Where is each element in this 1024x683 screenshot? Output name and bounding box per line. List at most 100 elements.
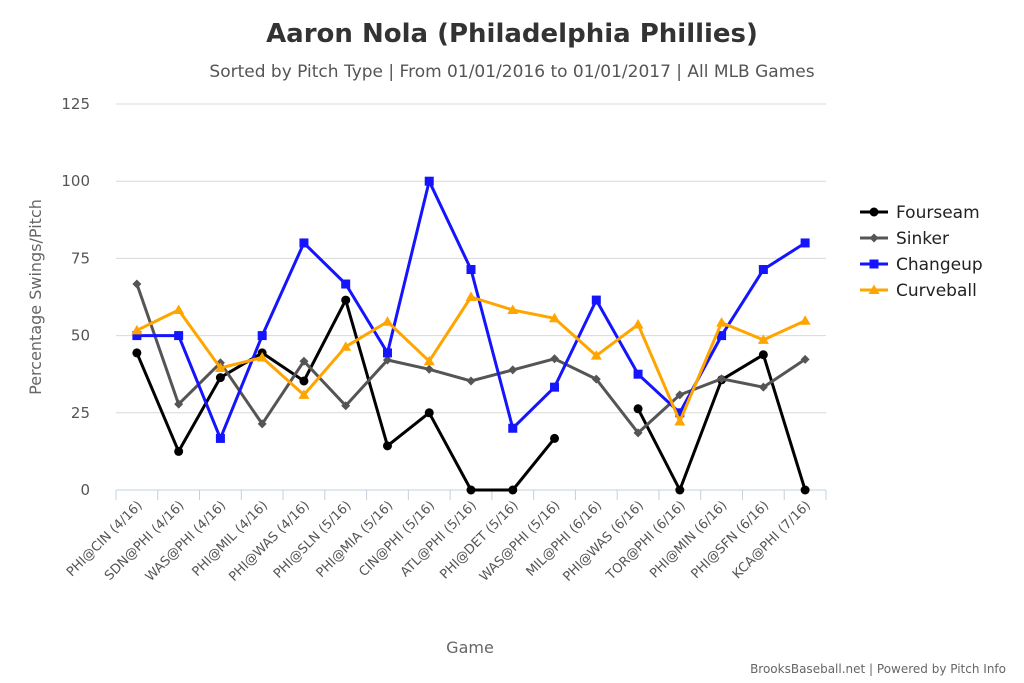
changeup-point[interactable] (382, 348, 392, 358)
series-fourseam (132, 295, 810, 495)
series-changeup (132, 176, 810, 443)
series-line-curveball (136, 295, 806, 423)
x-tick-label: PHI@SFN (6/16) (688, 498, 772, 582)
changeup-point[interactable] (633, 369, 643, 379)
curveball-point[interactable] (549, 312, 561, 323)
sinker-point[interactable] (132, 279, 142, 289)
curveball-point[interactable] (465, 291, 477, 302)
y-tick-label: 75 (71, 249, 90, 267)
legend-label-curveball: Curveball (896, 281, 977, 301)
legend-label-changeup: Changeup (896, 255, 983, 275)
legend-item-changeup[interactable]: Changeup (860, 255, 983, 275)
changeup-point[interactable] (717, 331, 727, 341)
legend-label-fourseam: Fourseam (896, 203, 980, 223)
series-line-changeup (136, 179, 806, 440)
sinker-point[interactable] (633, 428, 643, 438)
sinker-point[interactable] (675, 390, 685, 400)
curveball-point[interactable] (256, 352, 268, 362)
legend-item-fourseam[interactable]: Fourseam (860, 203, 980, 223)
curveball-point[interactable] (590, 350, 602, 360)
changeup-point[interactable] (800, 238, 810, 248)
changeup-point[interactable] (257, 331, 267, 341)
x-tick-label: PHI@MIL (4/16) (190, 498, 271, 579)
changeup-point[interactable] (299, 238, 309, 248)
curveball-point[interactable] (507, 304, 519, 314)
changeup-point[interactable] (508, 423, 518, 433)
fourseam-point[interactable] (215, 373, 225, 383)
series-curveball (131, 291, 811, 426)
fourseam-point[interactable] (508, 485, 518, 495)
changeup-point[interactable] (424, 176, 434, 186)
fourseam-point[interactable] (466, 485, 476, 495)
sinker-point[interactable] (591, 374, 601, 384)
curveball-point[interactable] (757, 334, 769, 344)
series-group (131, 176, 811, 495)
legend-marker-changeup (869, 259, 879, 269)
changeup-point[interactable] (341, 279, 351, 289)
x-axis-title: Game (446, 638, 494, 657)
curveball-point[interactable] (674, 415, 686, 426)
legend-label-sinker: Sinker (896, 229, 949, 249)
legend-marker-curveball (868, 284, 880, 294)
fourseam-point[interactable] (758, 350, 768, 360)
y-tick-label: 125 (61, 95, 90, 113)
curveball-point[interactable] (340, 341, 352, 351)
y-axis-title: Percentage Swings/Pitch (26, 199, 45, 395)
sinker-point[interactable] (299, 356, 309, 366)
changeup-point[interactable] (675, 408, 685, 418)
sinker-point[interactable] (758, 382, 768, 392)
changeup-point[interactable] (550, 382, 560, 392)
fourseam-point[interactable] (382, 441, 392, 451)
sinker-point[interactable] (800, 354, 810, 364)
legend-marker-sinker (869, 233, 879, 243)
legend-item-sinker[interactable]: Sinker (860, 229, 949, 249)
curveball-point[interactable] (799, 315, 811, 325)
fourseam-point[interactable] (675, 485, 685, 495)
fourseam-point[interactable] (800, 485, 810, 495)
sinker-point[interactable] (550, 354, 560, 364)
fourseam-point[interactable] (633, 404, 643, 414)
x-tick-label: PHI@MIA (5/16) (314, 498, 397, 581)
y-tick-label: 100 (61, 172, 90, 190)
curveball-point[interactable] (423, 355, 435, 366)
legend-item-curveball[interactable]: Curveball (860, 281, 977, 301)
curveball-point[interactable] (716, 317, 728, 327)
x-axis: PHI@CIN (4/16)SDN@PHI (4/16)WAS@PHI (4/1… (64, 489, 827, 585)
credits-text[interactable]: BrooksBaseball.net | Powered by Pitch In… (750, 662, 1006, 676)
curveball-point[interactable] (632, 318, 644, 329)
x-tick-label: PHI@DET (5/16) (437, 498, 521, 582)
curveball-point[interactable] (381, 316, 393, 326)
sinker-point[interactable] (257, 419, 267, 429)
fourseam-point[interactable] (132, 348, 142, 358)
sinker-point[interactable] (424, 364, 434, 374)
legend: Fourseam Sinker Changeup Curveball (860, 203, 983, 301)
y-tick-label: 25 (71, 404, 90, 422)
changeup-point[interactable] (758, 265, 768, 275)
sinker-point[interactable] (466, 376, 476, 386)
curveball-point[interactable] (214, 362, 226, 373)
y-tick-label: 50 (71, 327, 90, 345)
curveball-point[interactable] (131, 324, 143, 335)
changeup-point[interactable] (174, 331, 184, 341)
sinker-point[interactable] (717, 374, 727, 384)
sinker-point[interactable] (174, 399, 184, 409)
x-tick-label: ATL@PHI (5/16) (398, 498, 480, 580)
changeup-point[interactable] (466, 265, 476, 275)
series-line-fourseam (135, 298, 556, 492)
curveball-point[interactable] (173, 304, 185, 314)
changeup-point[interactable] (591, 295, 601, 305)
fourseam-point[interactable] (550, 433, 560, 443)
sinker-point[interactable] (508, 365, 518, 375)
x-tick-label: MIL@PHI (6/16) (524, 498, 605, 579)
fourseam-point[interactable] (424, 408, 434, 418)
fourseam-point[interactable] (341, 295, 351, 305)
fourseam-point[interactable] (174, 446, 184, 456)
sinker-point[interactable] (382, 355, 392, 365)
sinker-point[interactable] (341, 401, 351, 411)
curveball-point[interactable] (298, 389, 310, 399)
changeup-point[interactable] (132, 331, 142, 341)
fourseam-point[interactable] (299, 376, 309, 386)
x-tick-label: CIN@PHI (5/16) (356, 498, 438, 580)
changeup-point[interactable] (215, 433, 225, 443)
